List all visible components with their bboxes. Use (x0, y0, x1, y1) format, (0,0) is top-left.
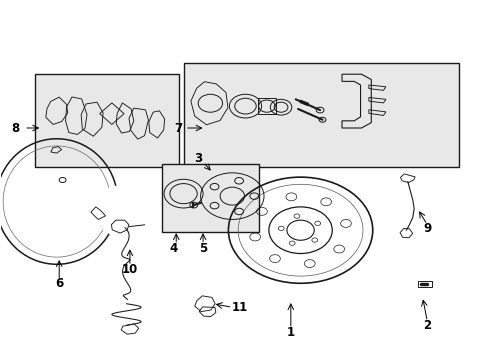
Bar (161, 164, 259, 232)
Text: 3: 3 (194, 152, 202, 165)
Text: 6: 6 (55, 278, 63, 291)
Text: 2: 2 (423, 319, 430, 332)
Text: 4: 4 (169, 242, 178, 255)
Text: 8: 8 (11, 122, 20, 135)
Text: 1: 1 (286, 326, 294, 339)
Bar (183, 63, 458, 167)
Text: 11: 11 (231, 301, 247, 314)
Text: 7: 7 (174, 122, 183, 135)
Bar (35, 74, 178, 167)
Bar (417, 281, 431, 287)
Text: 5: 5 (199, 242, 207, 255)
Text: 10: 10 (122, 263, 138, 276)
Text: 9: 9 (422, 222, 430, 235)
Bar (257, 98, 276, 114)
